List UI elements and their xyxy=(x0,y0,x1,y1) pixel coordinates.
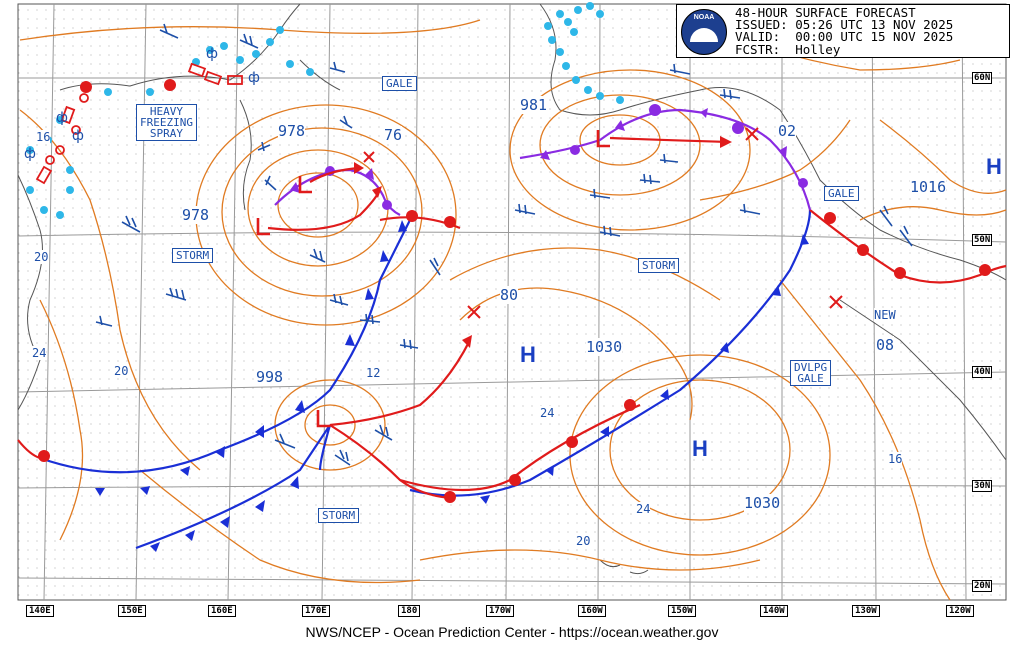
svg-text:ф: ф xyxy=(72,128,84,144)
forecast-header: NOAA 48-HOUR SURFACE FORECAST ISSUED: 05… xyxy=(676,4,1010,58)
pressure-label: 1030 xyxy=(744,494,781,512)
cold-front xyxy=(39,209,812,552)
low-center-marks xyxy=(256,130,610,428)
high-pressure-center: H xyxy=(692,436,708,461)
logo-text: NOAA xyxy=(693,14,715,21)
longitude-label: 170E xyxy=(302,605,330,617)
pressure-label: NEW xyxy=(874,308,896,322)
longitude-label: 130W xyxy=(852,605,880,617)
longitude-label: 140W xyxy=(760,605,788,617)
ice-accretion-icons: ф ф ф ф ф xyxy=(24,46,260,162)
pressure-label: 978 xyxy=(278,122,306,140)
latitude-label: 20N xyxy=(972,580,993,592)
pressure-label: 978 xyxy=(182,206,210,224)
latitude-label: 30N xyxy=(972,480,993,492)
contour-label: 20 xyxy=(576,534,591,548)
longitude-label: 180 xyxy=(398,605,421,617)
latitude-label: 40N xyxy=(972,366,993,378)
logo-bird xyxy=(690,28,718,42)
footer-credit: NWS/NCEP - Ocean Prediction Center - htt… xyxy=(305,624,719,640)
latitude-label: 60N xyxy=(972,72,993,84)
svg-text:ф: ф xyxy=(206,46,218,62)
pressure-label: 1030 xyxy=(586,338,623,356)
longitude-label: 160W xyxy=(578,605,606,617)
contour-label: 24 xyxy=(540,406,555,420)
longitude-label: 170W xyxy=(486,605,514,617)
warning-gale-2: GALE xyxy=(824,186,859,201)
occluded-front xyxy=(274,104,812,216)
grid-lines xyxy=(17,3,1007,601)
warning-gale-1: GALE xyxy=(382,76,417,91)
pressure-label: 02 xyxy=(778,122,797,140)
svg-text:ф: ф xyxy=(24,146,36,162)
warning-storm-2: STORM xyxy=(638,258,680,273)
longitude-label: 140E xyxy=(26,605,54,617)
contour-label: 24 xyxy=(636,502,651,516)
pressure-label: 76 xyxy=(384,126,403,144)
arrow-heads xyxy=(354,136,732,348)
svg-text:ф: ф xyxy=(56,110,68,126)
warning-storm-1: STORM xyxy=(172,248,214,263)
pressure-label: 1016 xyxy=(910,178,947,196)
contour-label: 20 xyxy=(34,250,49,264)
contour-label: 16 xyxy=(36,130,51,144)
warning-developing-gale: DVLPG GALE xyxy=(790,360,832,386)
svg-text:ф: ф xyxy=(248,70,260,86)
longitude-label: 120W xyxy=(946,605,974,617)
wind-barbs xyxy=(95,23,913,466)
header-issued: ISSUED: 05:26 UTC 13 NOV 2025 xyxy=(735,17,954,33)
pressure-label: 12 xyxy=(366,366,381,380)
ice-accretion-marks xyxy=(35,62,243,185)
longitude-label: 160E xyxy=(208,605,236,617)
latitude-label: 50N xyxy=(972,234,993,246)
longitude-label: 150W xyxy=(668,605,696,617)
warning-freezing-spray: HEAVY FREEZING SPRAY xyxy=(136,104,197,141)
high-pressure-center: H xyxy=(986,154,1002,179)
map-frame xyxy=(17,3,1007,601)
warning-storm-3: STORM xyxy=(318,508,360,523)
header-forecaster: FCSTR: Holley xyxy=(735,41,841,57)
contour-label: 16 xyxy=(888,452,903,466)
pressure-label: 998 xyxy=(256,368,284,386)
coastlines xyxy=(17,3,1007,575)
warm-front xyxy=(17,79,1007,503)
header-valid: VALID: 00:00 UTC 15 NOV 2025 xyxy=(735,29,954,45)
sea-ice-edge xyxy=(26,2,624,219)
longitude-label: 150E xyxy=(118,605,146,617)
header-text: 48-HOUR SURFACE FORECAST ISSUED: 05:26 U… xyxy=(735,5,954,57)
pressure-label: 80 xyxy=(500,286,519,304)
contour-label: 24 xyxy=(32,346,47,360)
forecast-x-marks xyxy=(363,127,843,319)
high-pressure-center: H xyxy=(520,342,536,367)
pressure-label: 981 xyxy=(520,96,548,114)
pressure-label: 08 xyxy=(876,336,895,354)
header-title: 48-HOUR SURFACE FORECAST xyxy=(735,5,916,20)
contour-label: 20 xyxy=(114,364,129,378)
noaa-logo-icon: NOAA xyxy=(681,9,727,55)
